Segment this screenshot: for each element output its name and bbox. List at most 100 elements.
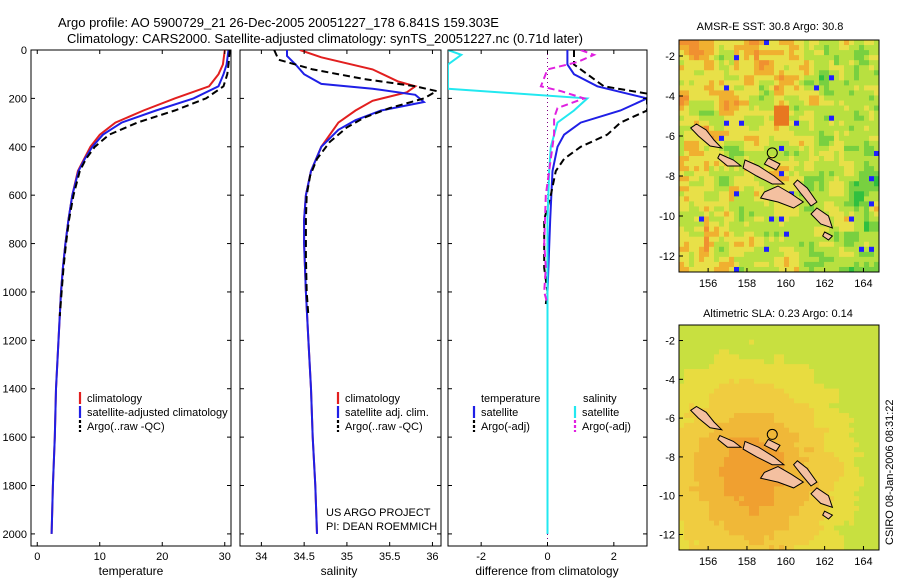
map-cell (739, 261, 745, 268)
map-cell (679, 373, 685, 380)
map-cell (784, 520, 790, 526)
map-cell (814, 408, 820, 414)
map-cell (874, 535, 880, 541)
map-cell (744, 369, 750, 375)
map-cell (774, 545, 780, 551)
map-cell (744, 135, 750, 142)
map-cell (689, 150, 695, 157)
map-cell (724, 413, 730, 419)
map-cell (784, 166, 790, 172)
map-cell (719, 481, 725, 487)
map-cell (769, 50, 775, 56)
map-cell (679, 437, 685, 443)
map-cell (869, 150, 875, 157)
map-cell (839, 201, 845, 207)
map-cell (834, 457, 840, 463)
map-cell (744, 75, 750, 81)
map-cell (689, 354, 695, 360)
map-cell (709, 545, 715, 551)
map-cell (709, 481, 715, 487)
map-cell (724, 70, 730, 76)
map-cell (819, 181, 825, 187)
map-cell (769, 437, 775, 443)
map-cell (854, 398, 860, 404)
map-cell (699, 369, 705, 375)
map-cell (724, 55, 730, 61)
difference-legend: temperature salinity satellite Argo(-adj… (472, 393, 631, 433)
map-cell (684, 540, 690, 546)
map-cell (799, 369, 805, 375)
map-cell (824, 115, 830, 122)
map-cell (829, 481, 835, 487)
map-cell (844, 334, 850, 341)
map-cell (839, 373, 845, 380)
map-cell (759, 191, 765, 197)
map-cell (814, 378, 820, 385)
map-cell (709, 471, 715, 478)
map-cell (854, 80, 860, 86)
map-cell (679, 75, 685, 81)
map-cell (709, 196, 715, 202)
map-cell (864, 216, 870, 222)
map-cell (784, 55, 790, 61)
map-cell (834, 166, 840, 172)
map-cell (679, 65, 685, 71)
map-cell (874, 398, 880, 404)
map-cell (794, 55, 800, 61)
map-cell (869, 540, 875, 546)
map-cell (759, 120, 765, 127)
map-cell (734, 266, 740, 273)
map-cell (719, 221, 725, 228)
map-cell (789, 339, 795, 345)
map-cell (744, 95, 750, 101)
map-cell (714, 481, 720, 487)
map-cell (819, 476, 825, 482)
map-cell (689, 447, 695, 453)
map-cell (779, 85, 785, 91)
map-cell (729, 344, 735, 350)
map-cell (809, 171, 815, 177)
map-cell (764, 364, 770, 370)
map-cell (824, 369, 830, 375)
map-cell (794, 530, 800, 536)
map-cell (859, 150, 865, 157)
map-cell (739, 383, 745, 389)
map-y-tick-label: -4 (665, 374, 675, 386)
map-cell (829, 226, 835, 233)
map-cell (724, 520, 730, 526)
map-cell (689, 70, 695, 76)
map-cell (719, 501, 725, 507)
map-cell (834, 364, 840, 370)
map-cell (864, 90, 870, 96)
map-cell (699, 55, 705, 61)
map-cell (709, 45, 715, 51)
map-cell (839, 452, 845, 458)
map-cell (704, 161, 710, 167)
map-cell (789, 166, 795, 172)
map-cell (769, 525, 775, 531)
map-cell (874, 85, 880, 91)
map-cell (754, 364, 760, 370)
map-cell (744, 50, 750, 56)
map-cell (774, 221, 780, 228)
map-cell (734, 447, 740, 453)
map-cell (779, 403, 785, 409)
map-cell (694, 393, 700, 399)
map-cell (844, 535, 850, 541)
map-cell (734, 125, 740, 132)
map-cell (804, 80, 810, 86)
map-cell (769, 145, 775, 152)
map-cell (814, 329, 820, 336)
map-cell (714, 120, 720, 127)
map-cell (839, 486, 845, 492)
map-cell (744, 251, 750, 258)
map-cell (794, 115, 800, 122)
map-cell (794, 206, 800, 212)
map-cell (699, 176, 705, 182)
map-cell (804, 45, 810, 51)
map-cell (839, 95, 845, 101)
map-cell (694, 403, 700, 409)
map-cell (779, 505, 785, 512)
map-cell (844, 496, 850, 502)
map-cell (774, 85, 780, 91)
